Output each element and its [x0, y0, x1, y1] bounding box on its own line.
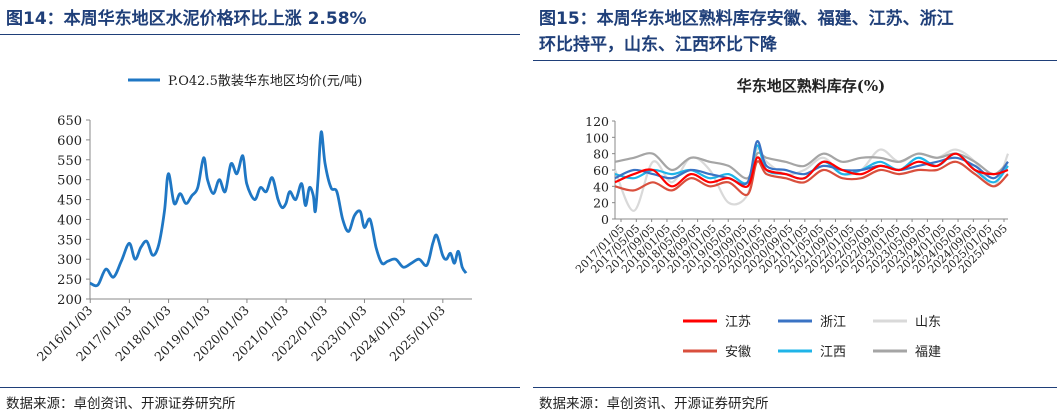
series-line-安徽: [614, 160, 1009, 197]
price-series-line: [89, 130, 468, 288]
y-tick-label: 80: [593, 147, 609, 162]
y-tick-label: 600: [57, 134, 82, 149]
series-line-浙江: [614, 140, 1009, 186]
data-source: 数据来源：卓创资讯、开源证券研究所: [6, 396, 236, 412]
right-figure-panel: 图15：本周华东地区熟料库存安徽、福建、江苏、浙江 环比持平，山东、江西环比下降…: [533, 0, 1057, 414]
y-tick-label: 20: [593, 196, 609, 211]
y-tick-label: 300: [57, 253, 82, 268]
figure-15-title-line1: 图15：本周华东地区熟料库存安徽、福建、江苏、浙江: [539, 9, 954, 29]
figure-14-title: 图14：本周华东地区水泥价格环比上涨 2.58%: [6, 9, 367, 29]
y-tick-label: 60: [593, 163, 609, 178]
legend-label: P.O42.5散装华东地区均价(元/吨): [168, 74, 362, 89]
y-tick-label: 250: [57, 273, 82, 288]
y-tick-label: 40: [593, 179, 609, 194]
legend-label-江苏: 江苏: [725, 314, 751, 330]
y-tick-label: 200: [57, 293, 82, 308]
bottom-divider: [0, 387, 520, 388]
y-tick-label: 350: [57, 233, 82, 248]
y-tick-label: 500: [57, 174, 82, 189]
title-divider: [0, 34, 520, 35]
y-tick-label: 120: [585, 114, 609, 129]
figure-15-title: 图15：本周华东地区熟料库存安徽、福建、江苏、浙江 环比持平，山东、江西环比下降: [539, 6, 1053, 58]
legend-label-山东: 山东: [915, 315, 941, 330]
y-tick-label: 650: [57, 114, 82, 129]
y-tick-label: 100: [585, 130, 609, 145]
clinker-inventory-chart: 华东地区熟料库存(%)0204060801001202017/01/052017…: [573, 77, 1010, 360]
y-tick-label: 400: [57, 213, 82, 228]
y-tick-label: 450: [57, 194, 82, 209]
legend-label-浙江: 浙江: [820, 315, 846, 330]
title-divider: [533, 60, 1057, 61]
bottom-divider: [533, 387, 1057, 388]
chart-title: 华东地区熟料库存(%): [737, 77, 885, 95]
cement-price-chart: P.O42.5散装华东地区均价(元/吨) 200 250 300 350 400 450 50…: [34, 74, 472, 364]
series-line-江苏: [614, 152, 1009, 189]
legend-label-福建: 福建: [915, 345, 941, 360]
legend-label-安徽: 安徽: [725, 345, 751, 360]
left-figure-panel: 图14：本周华东地区水泥价格环比上涨 2.58% P.O42.5散装华东地区均价…: [0, 0, 520, 414]
figure-15-title-line2: 环比持平，山东、江西环比下降: [539, 35, 777, 55]
series-line-福建: [614, 151, 1009, 180]
data-source: 数据来源：卓创资讯、开源证券研究所: [539, 396, 769, 412]
y-tick-label: 0: [601, 212, 609, 227]
y-tick-label: 550: [57, 154, 82, 169]
legend-label-江西: 江西: [820, 345, 846, 360]
